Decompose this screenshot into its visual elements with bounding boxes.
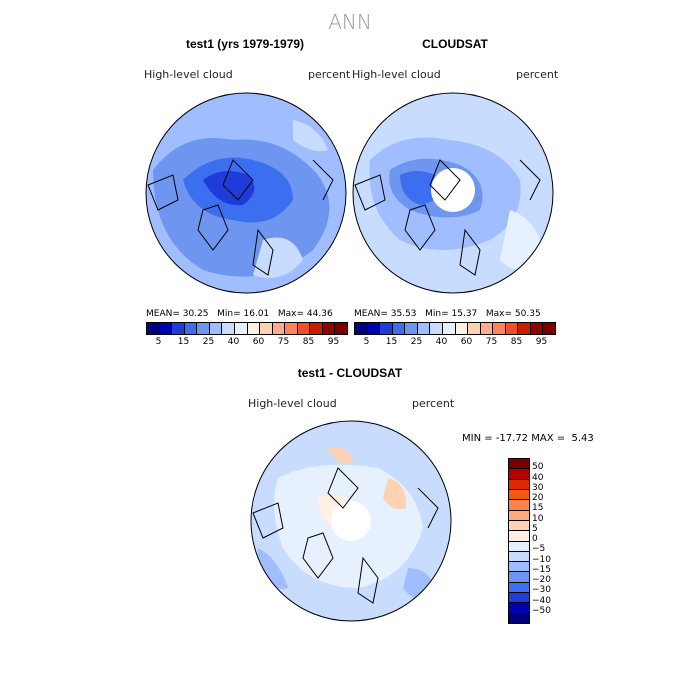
colorbar-tick-label: 10 bbox=[532, 513, 544, 524]
colorbar-abs-2 bbox=[354, 322, 556, 335]
colorbar-swatch bbox=[442, 323, 456, 334]
colorbar-swatch bbox=[367, 323, 381, 334]
colorbar-tick-label: 85 bbox=[510, 337, 523, 347]
colorbar-tick-label: 50 bbox=[532, 462, 544, 473]
colorbar-swatch bbox=[355, 323, 368, 334]
colorbar-tick-label: 75 bbox=[277, 337, 290, 347]
colorbar-swatch bbox=[518, 323, 531, 334]
colorbar-swatch bbox=[159, 323, 173, 334]
colorbar-swatch bbox=[505, 323, 519, 334]
colorbar-swatch bbox=[234, 323, 248, 334]
colorbar-swatch bbox=[322, 323, 336, 334]
colorbar-tick-label: −5 bbox=[532, 544, 546, 555]
colorbar-swatch bbox=[509, 469, 529, 480]
colorbar-swatch bbox=[209, 323, 223, 334]
colorbar-swatch bbox=[509, 489, 529, 501]
colorbar-swatch bbox=[260, 323, 273, 334]
panel2-units-label: percent bbox=[516, 68, 559, 81]
colorbar-swatch bbox=[184, 323, 198, 334]
panel3-units-label: percent bbox=[412, 397, 455, 410]
colorbar-tick-label: 25 bbox=[410, 337, 423, 347]
colorbar-tick-label: 15 bbox=[532, 503, 544, 514]
colorbar-swatch bbox=[147, 323, 160, 334]
colorbar-swatch bbox=[509, 531, 529, 542]
colorbar-tick-label: −40 bbox=[532, 595, 551, 606]
colorbar-swatch bbox=[392, 323, 406, 334]
panel3-variable-label: High-level cloud bbox=[248, 397, 337, 410]
map-polar-difference bbox=[250, 420, 452, 622]
colorbar-tick-label: 40 bbox=[532, 472, 544, 483]
colorbar-swatch bbox=[509, 582, 529, 594]
panel3-stats: MIN = -17.72 MAX = 5.43 bbox=[462, 433, 594, 444]
colorbar-swatch bbox=[509, 510, 529, 521]
colorbar-tick-label: 5 bbox=[155, 337, 162, 347]
colorbar-tick-label: 5 bbox=[532, 523, 538, 534]
colorbar-tick-label: 75 bbox=[485, 337, 498, 347]
colorbar-tick-label: 5 bbox=[363, 337, 370, 347]
panel-title-observation: CLOUDSAT bbox=[422, 37, 488, 51]
colorbar-swatch bbox=[405, 323, 418, 334]
colorbar-tick-label: 15 bbox=[177, 337, 190, 347]
colorbar-swatch bbox=[272, 323, 286, 334]
colorbar-swatch bbox=[509, 479, 529, 490]
colorbar-swatch bbox=[493, 323, 506, 334]
panel2-stats: MEAN= 35.53 Min= 15.37 Max= 50.35 bbox=[354, 309, 541, 319]
colorbar-swatch bbox=[480, 323, 494, 334]
colorbar-swatch bbox=[310, 323, 323, 334]
colorbar-swatch bbox=[509, 593, 529, 604]
colorbar-tick-label: 85 bbox=[302, 337, 315, 347]
colorbar-tick-label: 25 bbox=[202, 337, 215, 347]
colorbar-swatch bbox=[335, 323, 347, 334]
colorbar-tick-label: 0 bbox=[532, 534, 538, 544]
colorbar-swatch bbox=[172, 323, 185, 334]
colorbar-tick-label: 40 bbox=[227, 337, 240, 347]
colorbar-tick-label: 20 bbox=[532, 493, 544, 503]
panel1-stats: MEAN= 30.25 Min= 16.01 Max= 44.36 bbox=[146, 309, 333, 319]
colorbar-swatch bbox=[297, 323, 311, 334]
colorbar-swatch bbox=[530, 323, 544, 334]
colorbar-swatch bbox=[468, 323, 481, 334]
colorbar-diff bbox=[508, 458, 530, 624]
colorbar-swatch bbox=[509, 459, 529, 470]
colorbar-swatch bbox=[509, 551, 529, 563]
colorbar-tick-label: 40 bbox=[435, 337, 448, 347]
colorbar-swatch bbox=[509, 572, 529, 583]
colorbar-swatch bbox=[509, 613, 529, 623]
colorbar-swatch bbox=[380, 323, 393, 334]
colorbar-swatch bbox=[247, 323, 261, 334]
colorbar-tick-label: −30 bbox=[532, 585, 551, 596]
colorbar-swatch bbox=[509, 500, 529, 511]
map-polar-model bbox=[145, 92, 347, 294]
figure-title: ANN bbox=[328, 10, 372, 34]
panel2-variable-label: High-level cloud bbox=[352, 68, 441, 81]
map-polar-observation bbox=[352, 92, 554, 294]
colorbar-tick-label: −10 bbox=[532, 554, 551, 565]
colorbar-tick-label: −15 bbox=[532, 564, 551, 575]
colorbar-swatch bbox=[455, 323, 469, 334]
colorbar-swatch bbox=[509, 603, 529, 614]
colorbar-swatch bbox=[285, 323, 298, 334]
colorbar-tick-label: 60 bbox=[460, 337, 473, 347]
panel-title-model: test1 (yrs 1979-1979) bbox=[185, 37, 305, 51]
colorbar-swatch bbox=[509, 541, 529, 552]
panel-title-difference: test1 - CLOUDSAT bbox=[297, 366, 403, 380]
panel1-variable-label: High-level cloud bbox=[144, 68, 233, 81]
colorbar-swatch bbox=[509, 562, 529, 573]
colorbar-swatch bbox=[509, 520, 529, 532]
colorbar-tick-label: −20 bbox=[532, 575, 551, 585]
colorbar-abs-1 bbox=[146, 322, 348, 335]
colorbar-tick-label: 30 bbox=[532, 482, 544, 493]
colorbar-swatch bbox=[430, 323, 443, 334]
colorbar-diff-labels: 50 40 30 20 15 10 5 0 −5 −10 −15 −20 −30 −40 −50 bbox=[532, 458, 572, 622]
colorbar-swatch bbox=[417, 323, 431, 334]
colorbar-swatch bbox=[222, 323, 235, 334]
panel1-units-label: percent bbox=[308, 68, 351, 81]
colorbar-tick-label: 95 bbox=[535, 337, 548, 347]
colorbar-swatch bbox=[543, 323, 555, 334]
colorbar-tick-label: 15 bbox=[385, 337, 398, 347]
colorbar-swatch bbox=[197, 323, 210, 334]
colorbar-tick-label: 95 bbox=[327, 337, 340, 347]
colorbar-tick-label: −50 bbox=[532, 605, 551, 616]
colorbar-tick-label: 60 bbox=[252, 337, 265, 347]
